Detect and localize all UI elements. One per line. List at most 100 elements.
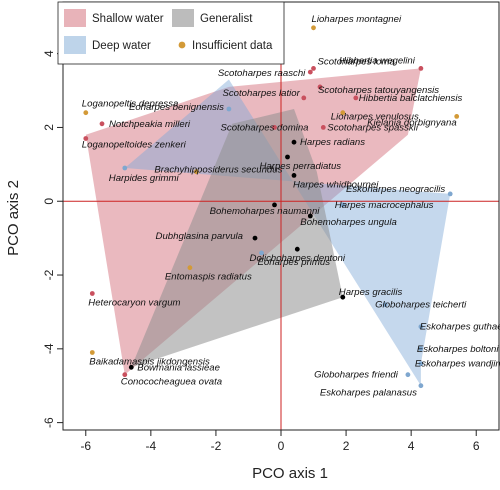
- point-lioharpes-venulosus: [340, 110, 346, 116]
- point-label-kielania-dorbignyana: Kielania dorbignyana: [367, 117, 457, 128]
- point-eskoharpes-boltoni: [418, 346, 424, 352]
- point-eskoharpes-guthae: [418, 324, 424, 330]
- point-label-bohemoharpes-ungula: Bohemoharpes ungula: [300, 217, 397, 228]
- point-conococheaguea-ovata: [122, 372, 128, 378]
- point-harpes-macrocephalus: [340, 202, 346, 208]
- convex-hulls: [85, 68, 451, 386]
- legend-label-insufficient: Insufficient data: [192, 40, 273, 52]
- point-globoharpes-friendi: [405, 372, 411, 378]
- point-label-scotoharpes-tatouyangensis: Scotoharpes tatouyangensis: [318, 85, 439, 96]
- point-label-scotoharpes-raaschi: Scotoharpes raaschi: [218, 68, 306, 79]
- point-loganopeltis-depressa: [83, 110, 89, 116]
- point-hibbertia-wegelini: [418, 66, 424, 71]
- point-harpes-radians: [291, 139, 297, 145]
- point-harpes-gracilis: [340, 294, 346, 300]
- legend-label-generalist: Generalist: [200, 13, 253, 25]
- point-label-bohemoharpes-naumanni: Bohemoharpes naumanni: [210, 206, 321, 217]
- point-eskoharpes-wandjina: [418, 361, 424, 366]
- point-label-lioharpes-montagnei: Lioharpes montagnei: [312, 14, 402, 25]
- y-tick-label: -2: [42, 269, 56, 280]
- point-harpides-grimmi: [122, 165, 128, 171]
- point-globoharpes-teicherti: [382, 302, 388, 307]
- point-label-brachyhipposiderus-secundus: Brachyhipposiderus secundus: [154, 165, 282, 176]
- legend-label-shallow: Shallow water: [92, 13, 164, 25]
- point-label-bowmania-lassieae: Bowmania lassieae: [137, 362, 220, 373]
- point-harpes-whidbournei: [291, 173, 297, 178]
- point-scotoharpes-spasskii: [320, 125, 326, 130]
- point-label-eoharpes-primus: Eoharpes primus: [258, 257, 331, 268]
- point-label-scotoharpes-domina: Scotoharpes domina: [221, 122, 309, 133]
- data-points: [83, 25, 460, 389]
- point-scotoharpes-tatouyangensis: [317, 84, 323, 90]
- point-label-conococheaguea-ovata: Conococheaguea ovata: [121, 377, 222, 388]
- point-label-globoharpes-teicherti: Globoharpes teicherti: [375, 300, 467, 311]
- point-label-eskoharpes-palanasus: Eskoharpes palanasus: [320, 388, 417, 399]
- point-label-dubhglasina-parvula: Dubhglasina parvula: [156, 231, 243, 242]
- point-label-loganopeltoides-zenkeri: Loganopeltoides zenkeri: [82, 140, 187, 151]
- point-label-scotoharpes-latior: Scotoharpes latior: [222, 88, 300, 99]
- point-label-hibbertia-wegelini: Hibbertia wegelini: [339, 55, 416, 66]
- legend-label-deep: Deep water: [92, 40, 151, 52]
- point-scotoharpes-raaschi: [307, 69, 313, 75]
- point-loganopeltoides-zenkeri: [83, 136, 89, 141]
- legend-marker-insufficient: [178, 41, 186, 49]
- point-label-loganopeltis-depressa: Loganopeltis depressa: [82, 99, 179, 110]
- point-scotoharpes-latior: [301, 95, 307, 101]
- point-scotoharpes-domina: [272, 125, 277, 130]
- point-label-baikadamaspis-jikdongensis: Baikadamaspis jikdongensis: [89, 357, 210, 368]
- x-tick-label: -2: [211, 439, 222, 453]
- point-harpes-perradiatus: [285, 154, 290, 160]
- y-tick-label: 0: [42, 198, 56, 205]
- point-hibbertia-balclatchiensis: [353, 95, 359, 101]
- point-brachyhipposiderus-secundus: [194, 169, 199, 175]
- hull-generalist: [131, 109, 343, 368]
- point-bohemoharpes-ungula: [307, 213, 313, 219]
- point-dolichoharpes-dentoni: [294, 246, 300, 252]
- point-label-lioharpes-venulosus: Lioharpes venulosus: [331, 112, 419, 123]
- point-label-eskoharpes-neogracilis: Eskoharpes neogracilis: [346, 184, 445, 195]
- legend-swatch-generalist: [172, 9, 194, 27]
- point-label-notchpeakia-milleri: Notchpeakia milleri: [109, 119, 191, 130]
- point-label-eskoharpes-guthae: Eskoharpes guthae: [420, 322, 500, 333]
- point-heterocaryon-vargum: [89, 291, 95, 296]
- y-tick-label: 4: [42, 50, 56, 57]
- point-label-harpes-macrocephalus: Harpes macrocephalus: [335, 200, 434, 211]
- point-label-harpes-radians: Harpes radians: [300, 137, 365, 148]
- reference-lines: [63, 2, 499, 430]
- x-tick-label: 0: [278, 439, 285, 453]
- legend-swatch-deep: [64, 36, 86, 54]
- point-eskoharpes-neogracilis: [447, 191, 453, 197]
- point-label-harpes-gracilis: Harpes gracilis: [339, 287, 403, 298]
- point-label-eskoharpes-boltoni: Eskoharpes boltoni: [417, 344, 499, 355]
- y-tick-label: -6: [42, 417, 56, 428]
- point-dubhglasina-parvula: [252, 235, 258, 241]
- legend-box: [57, 1, 285, 65]
- y-axis-title: PCO axis 2: [5, 180, 22, 256]
- point-label-eskoharpes-wandjina: Eskoharpes wandjina: [415, 359, 500, 370]
- point-label-harpides-grimmi: Harpides grimmi: [109, 173, 180, 184]
- point-eskoharpes-palanasus: [418, 383, 424, 389]
- x-tick-label: 4: [408, 439, 415, 453]
- legend-swatch-shallow: [64, 9, 86, 27]
- y-tick-label: 2: [42, 124, 56, 131]
- point-label-entomaspis-radiatus: Entomaspis radiatus: [165, 272, 252, 283]
- point-eoharpes-primus: [259, 250, 264, 256]
- point-lioharpes-montagnei: [311, 25, 316, 31]
- point-bowmania-lassieae: [128, 364, 134, 370]
- point-bohemoharpes-naumanni: [272, 202, 277, 208]
- point-label-scotoharpes-loma: Scotoharpes loma: [318, 56, 395, 67]
- x-tick-label: 2: [343, 439, 350, 453]
- point-label-heterocaryon-vargum: Heterocaryon vargum: [88, 298, 180, 309]
- point-notchpeakia-milleri: [99, 121, 105, 127]
- x-tick-label: 6: [473, 439, 480, 453]
- x-tick-label: -6: [80, 439, 91, 453]
- point-label-dolichoharpes-dentoni: Dolichoharpes dentoni: [250, 253, 346, 264]
- point-label-harpes-perradiatus: Harpes perradiatus: [260, 161, 342, 172]
- point-entomaspis-radiatus: [187, 265, 193, 271]
- x-axis-title: PCO axis 1: [252, 465, 328, 482]
- point-label-globoharpes-friendi: Globoharpes friendi: [314, 370, 399, 381]
- point-scotoharpes-loma: [311, 66, 316, 71]
- legend: Shallow water Generalist Deep water Insu…: [57, 1, 285, 65]
- point-label-eoharpes-benignensis: Eoharpes benignensis: [129, 102, 224, 113]
